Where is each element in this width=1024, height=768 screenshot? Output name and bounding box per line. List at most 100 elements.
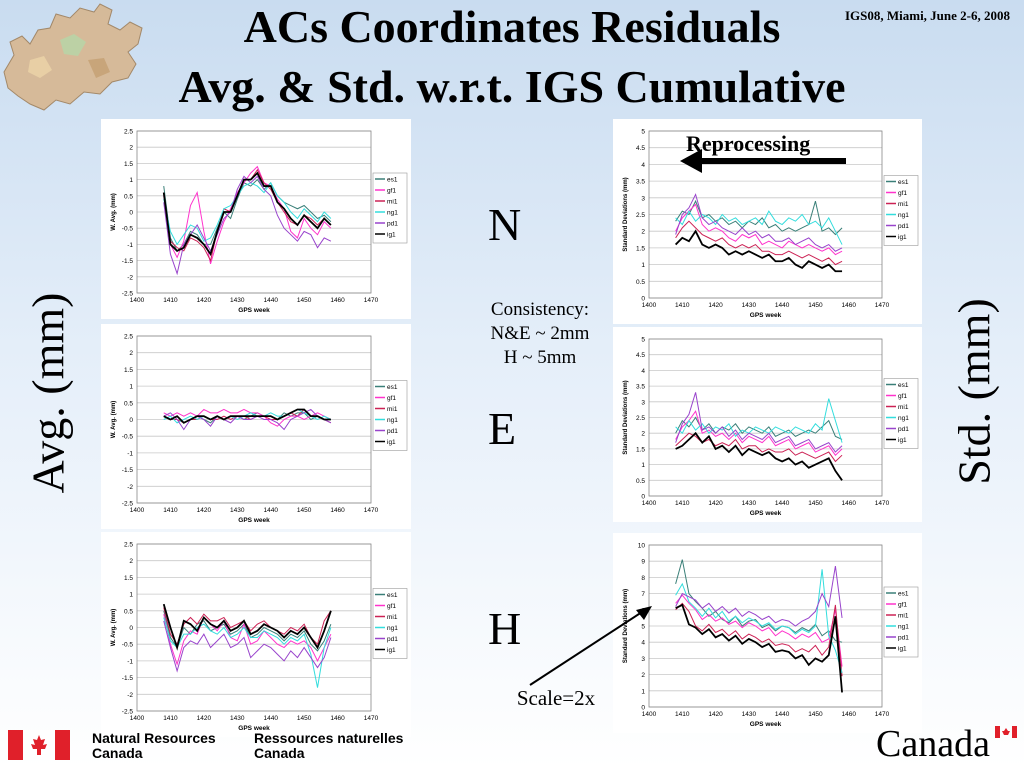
plot-frame <box>648 130 883 299</box>
y-tick-label: -1.5 <box>122 258 134 265</box>
x-tick-label: 1410 <box>163 507 178 514</box>
y-tick-label: 5 <box>641 337 645 344</box>
y-axis-label: W. Avg. (mm) <box>111 193 117 231</box>
y-tick-label: 4.5 <box>636 352 645 359</box>
y-tick-label: -0.5 <box>122 226 134 233</box>
x-tick-label: 1450 <box>297 507 312 514</box>
y-tick-label: -1.5 <box>122 467 134 474</box>
y-tick-label: 2 <box>129 558 133 565</box>
x-tick-label: 1440 <box>775 500 790 507</box>
legend-label-ng1: ng1 <box>898 212 909 219</box>
x-tick-label: 1450 <box>297 297 312 304</box>
y-tick-label: 2 <box>641 672 645 679</box>
series-line-ng1 <box>675 569 843 674</box>
chart-avg-e-svg: -2.5 -2 -1.5 -1 -0.5 0 0.5 1 1.5 2 2.5 1400 1410 1420… <box>111 334 408 524</box>
x-tick-label: 1470 <box>875 302 890 309</box>
slide-title-line2: Avg. & Std. w.r.t. IGS Cumulative <box>178 61 846 112</box>
y-tick-label: 2 <box>641 229 645 236</box>
y-tick-label: 1 <box>641 462 645 469</box>
series-line-pd1 <box>675 392 843 453</box>
y-tick-label: 0.5 <box>124 193 133 200</box>
canada-flag-icon <box>8 730 70 760</box>
consistency-h: H ~ 5mm <box>503 347 577 368</box>
series-line-pd1 <box>675 193 843 252</box>
y-tick-label: 4 <box>641 640 645 647</box>
legend-label-mi1: mi1 <box>898 404 909 411</box>
x-tick-label: 1430 <box>742 302 757 309</box>
chart-avg-h: -2.5 -2 -1.5 -1 -0.5 0 0.5 1 1.5 2 2.5 1400 1410 1420… <box>101 532 411 737</box>
legend-label-ng1: ng1 <box>387 625 398 632</box>
x-tick-label: 1470 <box>364 297 379 304</box>
x-tick-label: 1450 <box>808 500 823 507</box>
legend-label-es1: es1 <box>387 592 398 599</box>
y-tick-label: 1 <box>129 177 133 184</box>
legend-box <box>372 588 408 659</box>
x-tick-label: 1410 <box>675 302 690 309</box>
series-line-mi1 <box>675 220 843 266</box>
legend-label-pd1: pd1 <box>387 636 398 643</box>
series-line-es1 <box>675 199 843 236</box>
legend-label-pd1: pd1 <box>387 428 398 435</box>
y-tick-label: 0 <box>129 210 133 217</box>
legend-label-gf1: gf1 <box>898 393 907 400</box>
legend-label-mi1: mi1 <box>387 199 398 206</box>
x-axis-label: GPS week <box>750 721 782 728</box>
x-tick-label: 1440 <box>263 715 278 722</box>
y-axis-label: W. Avg. (mm) <box>111 609 117 647</box>
x-tick-label: 1430 <box>742 711 757 718</box>
y-tick-label: 8 <box>641 575 645 582</box>
series-line-ig1 <box>162 171 332 257</box>
legend-label-gf1: gf1 <box>898 190 907 197</box>
series-line-gf1 <box>675 203 843 256</box>
x-tick-label: 1420 <box>708 302 723 309</box>
legend-label-gf1: gf1 <box>387 395 396 402</box>
y-tick-label: 4 <box>641 162 645 169</box>
y-tick-label: -2.5 <box>122 501 134 508</box>
y-tick-label: 2 <box>641 431 645 438</box>
x-tick-label: 1420 <box>708 500 723 507</box>
consistency-ne: N&E ~ 2mm <box>490 323 590 344</box>
avg-axis-title: Avg. (mm) <box>22 292 74 494</box>
legend-label-mi1: mi1 <box>898 201 909 208</box>
x-tick-label: 1470 <box>364 715 379 722</box>
series-line-ng1 <box>163 408 332 424</box>
y-tick-label: 2.5 <box>124 542 133 549</box>
x-axis-label: GPS week <box>238 307 270 314</box>
y-tick-label: 1.5 <box>124 367 133 374</box>
legend-label-gf1: gf1 <box>387 188 396 195</box>
y-tick-label: 0 <box>641 296 645 303</box>
footer-fr-line2: Canada <box>254 745 305 761</box>
series-line-gf1 <box>163 165 332 264</box>
x-tick-label: 1460 <box>330 297 345 304</box>
legend-label-pd1: pd1 <box>898 635 909 642</box>
x-tick-label: 1450 <box>808 711 823 718</box>
y-tick-label: 1 <box>129 592 133 599</box>
y-axis-label: W. Avg. (mm) <box>111 401 117 439</box>
footer-en-line1: Natural Resources <box>92 730 216 746</box>
y-tick-label: -1 <box>127 242 133 249</box>
y-tick-label: 1 <box>641 262 645 269</box>
component-n-label: N <box>488 199 522 250</box>
y-tick-label: -2 <box>127 484 133 491</box>
x-tick-label: 1400 <box>642 302 657 309</box>
footer-en-line2: Canada <box>92 745 143 761</box>
series-line-ng1 <box>675 398 843 443</box>
std-axis-title: Std. (mm) <box>948 298 1000 485</box>
series-line-pd1 <box>163 620 332 673</box>
y-tick-label: 4 <box>641 368 645 375</box>
y-tick-label: 7 <box>641 591 645 598</box>
y-tick-label: -0.5 <box>122 434 134 441</box>
x-tick-label: 1400 <box>130 715 145 722</box>
y-tick-label: -1 <box>127 658 133 665</box>
y-tick-label: 0 <box>641 494 645 501</box>
y-axis-label: Standard Deviations (mm) <box>623 589 629 663</box>
x-tick-label: 1400 <box>130 507 145 514</box>
x-tick-label: 1440 <box>775 711 790 718</box>
y-tick-label: 3.5 <box>636 179 645 186</box>
x-tick-label: 1410 <box>675 711 690 718</box>
x-tick-label: 1410 <box>163 297 178 304</box>
legend-label-pd1: pd1 <box>898 426 909 433</box>
legend-label-ng1: ng1 <box>387 210 398 217</box>
footer-fr-line1: Ressources naturelles <box>254 730 404 746</box>
consistency-note: Consistency: N&E ~ 2mm H ~ 5mm <box>460 298 620 370</box>
